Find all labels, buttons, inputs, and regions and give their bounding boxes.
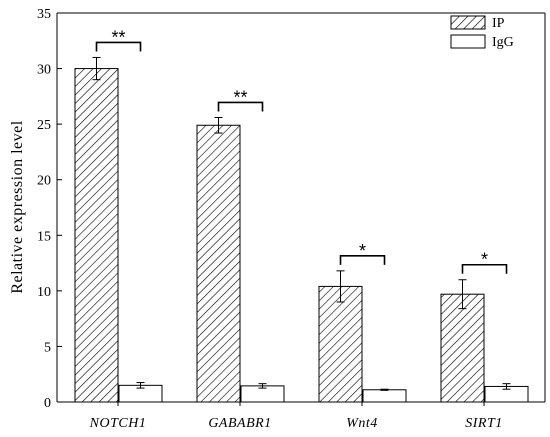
y-tick-label: 0 xyxy=(44,396,51,411)
significance-markers: ***** * xyxy=(95,27,508,274)
significance-label-sirt1: * xyxy=(481,250,488,270)
legend-swatch-ip xyxy=(450,15,486,30)
significance-bracket-gababr1 xyxy=(217,101,264,112)
significance-label-wnt4: * xyxy=(359,241,366,261)
y-tick-label: 15 xyxy=(37,229,51,244)
y-axis-ticks: 0 5 10 15 20 25 30 35 xyxy=(37,7,62,411)
y-tick-label: 35 xyxy=(37,7,51,22)
error-bars xyxy=(92,56,511,391)
bar-ip-wnt4 xyxy=(318,285,363,403)
significance-bracket-notch1 xyxy=(95,41,142,52)
bar-igg-wnt4 xyxy=(362,389,407,403)
y-tick-label: 30 xyxy=(37,63,51,78)
y-tick-label: 5 xyxy=(44,340,51,355)
bars xyxy=(74,68,529,403)
bar-ip-notch1 xyxy=(74,68,119,403)
x-tick-label-gababr1: GABABR1 xyxy=(208,416,271,431)
bar-ip-sirt1 xyxy=(440,293,485,403)
significance-label-notch1: ** xyxy=(111,27,125,47)
x-tick-label-wnt4: Wnt4 xyxy=(346,416,378,431)
significance-bracket-sirt1 xyxy=(461,263,508,274)
legend-swatch-igg xyxy=(450,34,486,49)
y-axis-title: Relative expression level xyxy=(9,120,26,293)
x-tick-label-sirt1: SIRT1 xyxy=(465,416,503,431)
legend-label-igg: IgG xyxy=(492,35,514,50)
legend: IP IgG xyxy=(450,15,514,50)
x-axis-labels: NOTCH1 GABABR1 Wnt4 SIRT1 xyxy=(89,402,503,431)
significance-label-gababr1: ** xyxy=(233,87,247,107)
bar-ip-gababr1 xyxy=(196,124,241,403)
legend-label-ip: IP xyxy=(492,16,505,31)
y-tick-label: 20 xyxy=(37,174,51,189)
x-tick-label-notch1: NOTCH1 xyxy=(89,416,147,431)
y-tick-label: 25 xyxy=(37,118,51,133)
significance-bracket-wnt4 xyxy=(339,255,386,265)
y-tick-label: 10 xyxy=(37,285,51,300)
